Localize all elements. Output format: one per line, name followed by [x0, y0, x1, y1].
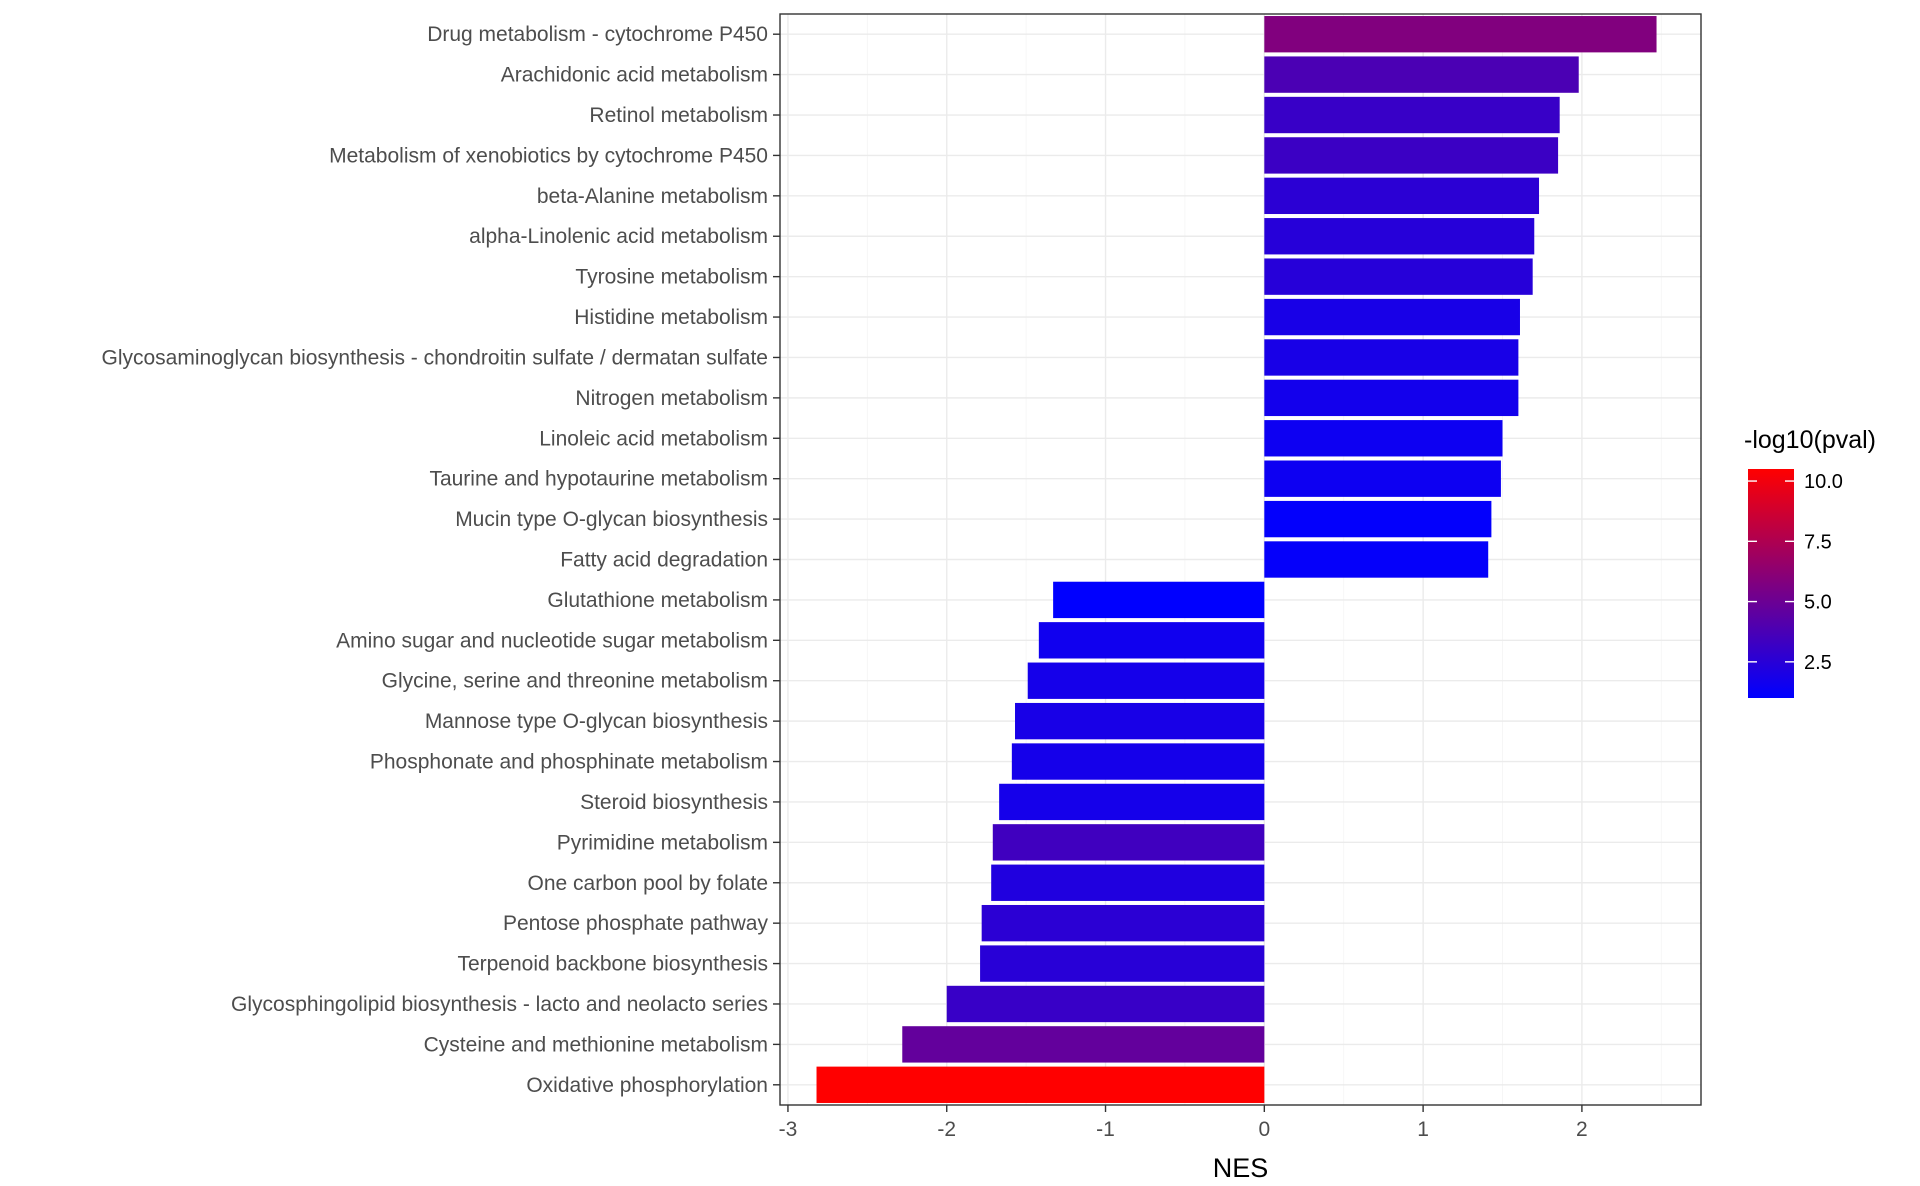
bar	[981, 904, 1265, 942]
y-tick-label: Pentose phosphate pathway	[503, 912, 769, 935]
bar	[1264, 96, 1560, 134]
y-tick-label: One carbon pool by folate	[528, 872, 769, 895]
y-tick-label: Histidine metabolism	[574, 306, 768, 329]
y-tick-label: Phosphonate and phosphinate metabolism	[370, 751, 768, 774]
x-axis-title: NES	[1213, 1153, 1269, 1183]
bar	[1027, 662, 1265, 699]
legend-tick-label: 2.5	[1804, 652, 1832, 674]
legend-tick-label: 5.0	[1804, 592, 1832, 614]
y-tick-label: alpha-Linolenic acid metabolism	[469, 225, 768, 248]
y-tick-label: Fatty acid degradation	[560, 549, 768, 572]
bar	[1053, 581, 1265, 619]
bar	[991, 864, 1265, 901]
y-tick-label: Mannose type O-glycan biosynthesis	[425, 710, 768, 733]
y-axis: Drug metabolism - cytochrome P450 Arachid…	[101, 23, 780, 1097]
y-tick-label: Metabolism of xenobiotics by cytochrome …	[329, 144, 768, 167]
y-tick-label: Glycine, serine and threonine metabolism	[382, 670, 768, 693]
bar	[1264, 339, 1519, 376]
y-tick-label: Pyrimidine metabolism	[557, 831, 768, 854]
legend-tick-label: 7.5	[1804, 531, 1832, 553]
legend-title: -log10(pval)	[1744, 426, 1876, 454]
bar	[946, 985, 1265, 1023]
bar	[816, 1066, 1265, 1103]
x-tick-label: 0	[1258, 1118, 1270, 1141]
y-tick-label: Cysteine and methionine metabolism	[424, 1033, 768, 1056]
x-tick-label: 1	[1417, 1118, 1429, 1141]
y-tick-label: Linoleic acid metabolism	[539, 427, 768, 450]
bar	[1011, 743, 1265, 780]
bar	[1015, 702, 1265, 740]
color-legend: -log10(pval) 2.5 5.0 7.5 10.0	[1744, 426, 1876, 698]
bar	[902, 1026, 1265, 1063]
bars	[816, 16, 1657, 1103]
y-tick-label: Nitrogen metabolism	[575, 387, 768, 410]
y-tick-label: Taurine and hypotaurine metabolism	[429, 468, 768, 491]
bar	[1264, 420, 1503, 457]
bar	[1038, 622, 1265, 659]
y-tick-label: beta-Alanine metabolism	[537, 185, 768, 208]
bar	[1264, 460, 1501, 497]
bar	[1264, 258, 1533, 295]
x-tick-label: -3	[779, 1118, 798, 1141]
bar	[1264, 379, 1519, 417]
bar	[999, 783, 1265, 821]
bar	[1264, 541, 1489, 578]
y-tick-label: Retinol metabolism	[589, 104, 768, 127]
bar	[992, 824, 1265, 861]
bar	[1264, 56, 1579, 93]
legend-tick-label: 10.0	[1804, 471, 1843, 493]
legend-colorbar	[1748, 469, 1794, 698]
x-tick-label: -1	[1096, 1118, 1115, 1141]
bar	[1264, 16, 1657, 53]
bar	[1264, 298, 1520, 336]
y-tick-label: Mucin type O-glycan biosynthesis	[455, 508, 768, 531]
y-tick-label: Arachidonic acid metabolism	[501, 64, 768, 87]
y-tick-label: Tyrosine metabolism	[575, 266, 768, 289]
legend-ticks: 2.5 5.0 7.5 10.0	[1748, 471, 1843, 674]
bar	[1264, 137, 1559, 174]
bar	[980, 945, 1265, 982]
y-tick-label: Steroid biosynthesis	[580, 791, 768, 814]
y-tick-label: Glycosphingolipid biosynthesis - lacto a…	[231, 993, 768, 1016]
y-tick-label: Glycosaminoglycan biosynthesis - chondro…	[101, 346, 768, 369]
y-tick-label: Drug metabolism - cytochrome P450	[427, 23, 768, 46]
bar	[1264, 500, 1492, 538]
x-axis: -3 -2 -1 0 1 2	[779, 1105, 1588, 1141]
y-tick-label: Amino sugar and nucleotide sugar metabol…	[336, 629, 768, 652]
x-tick-label: 2	[1576, 1118, 1588, 1141]
y-tick-label: Terpenoid backbone biosynthesis	[457, 953, 768, 976]
x-tick-label: -2	[937, 1118, 956, 1141]
y-tick-label: Glutathione metabolism	[547, 589, 768, 612]
bar	[1264, 177, 1540, 215]
bar	[1264, 218, 1535, 255]
y-tick-label: Oxidative phosphorylation	[526, 1074, 768, 1097]
